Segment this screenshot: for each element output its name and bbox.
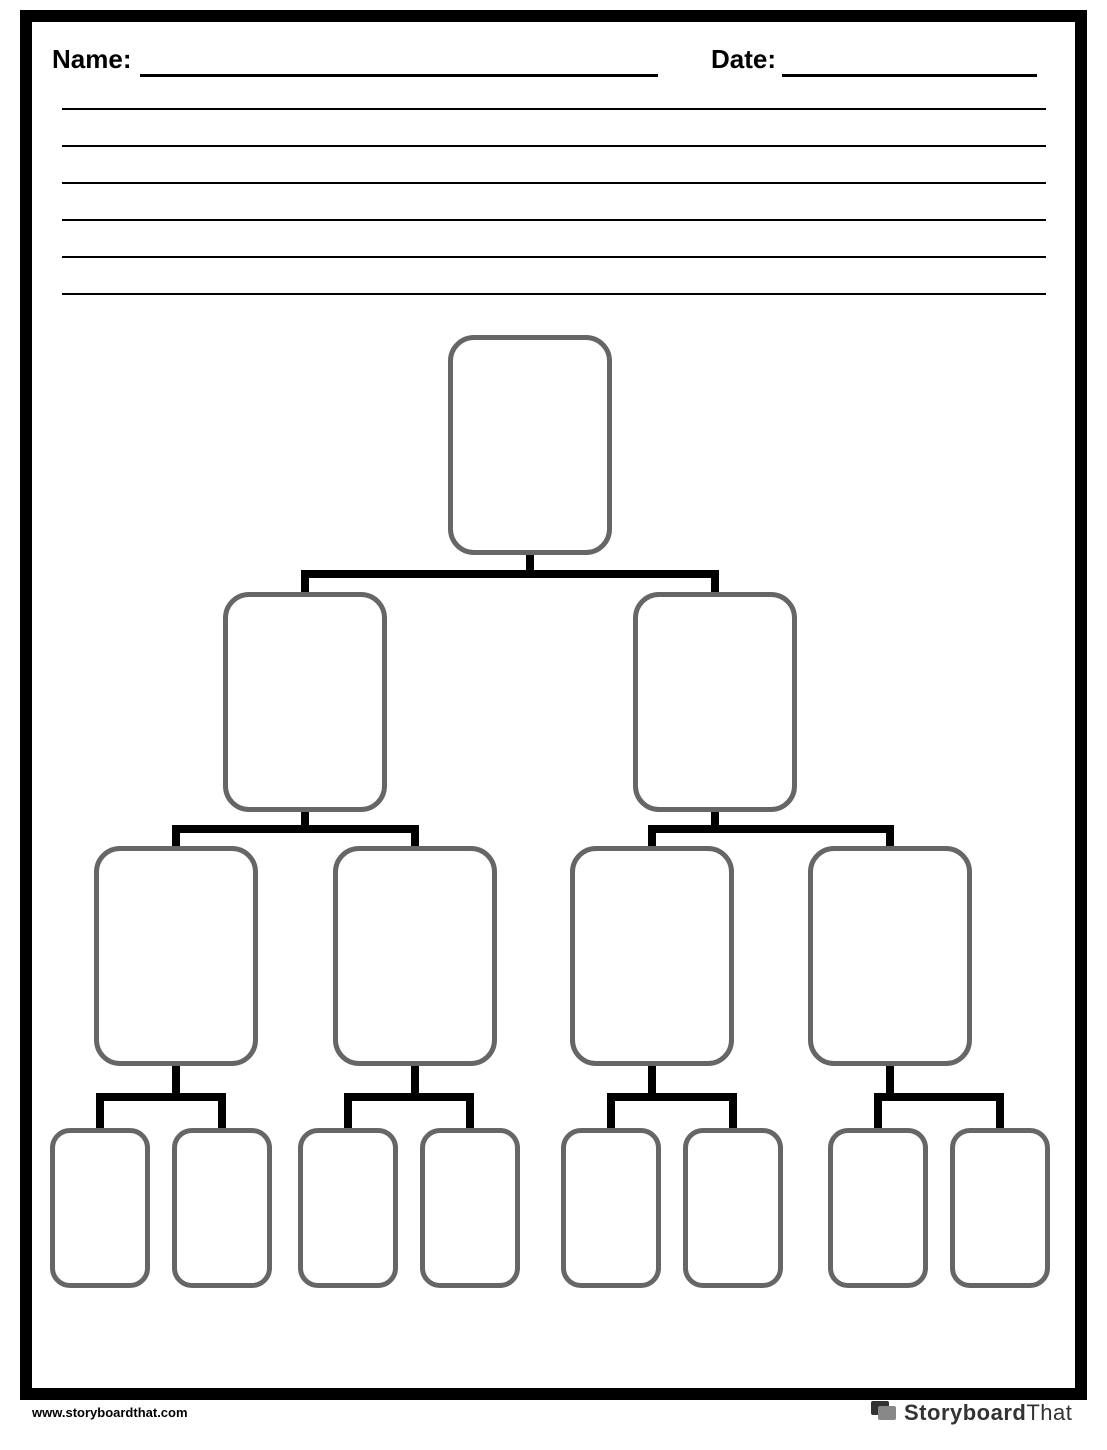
tree-node	[420, 1128, 520, 1288]
tree-connector	[648, 825, 894, 833]
tree-node	[950, 1128, 1050, 1288]
tree-node	[808, 846, 972, 1066]
tree-connector	[218, 1093, 226, 1130]
writing-line	[62, 145, 1046, 147]
writing-line	[62, 293, 1046, 295]
tree-connector	[607, 1093, 615, 1130]
writing-line	[62, 108, 1046, 110]
tree-node	[448, 335, 612, 555]
tree-connector	[172, 825, 180, 848]
tree-connector	[996, 1093, 1004, 1130]
tree-node	[94, 846, 258, 1066]
tree-connector	[729, 1093, 737, 1130]
tree-node	[633, 592, 797, 812]
tree-node	[172, 1128, 272, 1288]
tree-node	[683, 1128, 783, 1288]
tree-connector	[411, 825, 419, 848]
date-label: Date:	[711, 44, 776, 75]
tree-connector	[607, 1093, 737, 1101]
tree-connector	[301, 570, 309, 595]
tree-connector	[648, 825, 656, 848]
name-underline	[140, 74, 658, 77]
writing-line	[62, 219, 1046, 221]
writing-line	[62, 182, 1046, 184]
tree-connector	[344, 1093, 352, 1130]
name-label: Name:	[52, 44, 131, 75]
tree-node	[223, 592, 387, 812]
tree-node	[50, 1128, 150, 1288]
tree-node	[828, 1128, 928, 1288]
footer-logo: StoryboardThat	[870, 1398, 1072, 1427]
storyboard-icon	[870, 1398, 898, 1427]
tree-connector	[886, 825, 894, 848]
tree-connector	[874, 1093, 1004, 1101]
tree-node	[561, 1128, 661, 1288]
tree-connector	[711, 570, 719, 595]
tree-connector	[96, 1093, 226, 1101]
tree-connector	[344, 1093, 474, 1101]
tree-node	[333, 846, 497, 1066]
footer-logo-text: StoryboardThat	[904, 1400, 1072, 1426]
footer-url: www.storyboardthat.com	[32, 1405, 188, 1420]
writing-line	[62, 256, 1046, 258]
tree-node	[298, 1128, 398, 1288]
tree-connector	[96, 1093, 104, 1130]
tree-connector	[874, 1093, 882, 1130]
tree-connector	[301, 570, 719, 578]
date-underline	[782, 74, 1037, 77]
tree-connector	[172, 825, 419, 833]
tree-node	[570, 846, 734, 1066]
tree-connector	[466, 1093, 474, 1130]
